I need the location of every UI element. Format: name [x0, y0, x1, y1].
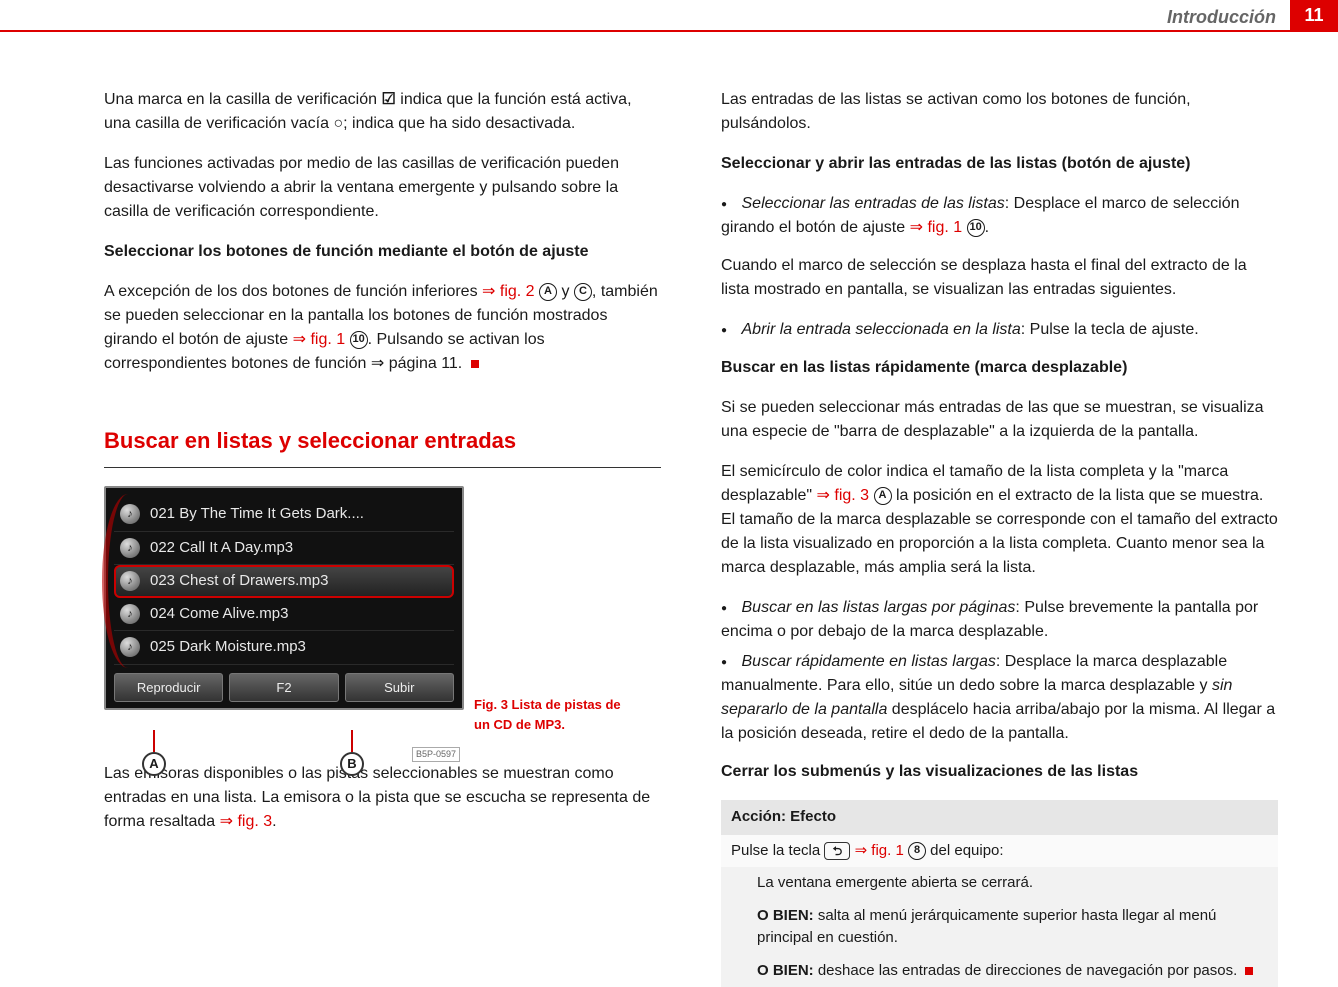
callout-circle-b: B [340, 752, 364, 776]
figure-code: B5P-0597 [412, 747, 460, 763]
page-content: Una marca en la casilla de verificación … [0, 32, 1338, 987]
ref-fig3: ⇒ fig. 3 [817, 487, 870, 504]
header-title: Introducción [1167, 0, 1290, 31]
text: : Pulse la tecla de ajuste. [1021, 321, 1199, 338]
device-screenshot: ♪ 021 By The Time It Gets Dark.... ♪ 022 C… [104, 486, 464, 710]
callout-a: A [142, 730, 166, 776]
track-row: ♪ 022 Call It A Day.mp3 [114, 532, 454, 566]
track-row: ♪ 024 Come Alive.mp3 [114, 598, 454, 632]
para-checkbox-explain: Una marca en la casilla de verificación … [104, 88, 661, 136]
f2-button: F2 [229, 673, 338, 703]
text: . [272, 813, 276, 830]
para-scroll-end: Cuando el marco de selección se desplaza… [721, 254, 1278, 302]
play-button: Reproducir [114, 673, 223, 703]
table-row-sub: La ventana emergente abierta se cerrará. [721, 867, 1278, 900]
note-icon: ♪ [120, 504, 140, 524]
track-list: ♪ 021 By The Time It Gets Dark.... ♪ 022 C… [114, 498, 454, 665]
text: Abrir la entrada seleccionada en la list… [742, 321, 1021, 338]
ref-fig2: ⇒ fig. 2 [482, 283, 535, 300]
page-header: Introducción 11 [0, 0, 1338, 32]
list-item: Abrir la entrada seleccionada en la list… [721, 318, 1278, 342]
label-a-icon: A [539, 283, 557, 301]
text: Pulse la tecla [731, 842, 824, 859]
ref-fig1: ⇒ fig. 1 [293, 331, 346, 348]
text: Una marca en la casilla de verificación [104, 91, 381, 108]
table-row-sub: O BIEN: deshace las entradas de direccio… [721, 955, 1278, 987]
subhead-select-open: Seleccionar y abrir las entradas de las … [721, 152, 1278, 176]
note-icon: ♪ [120, 604, 140, 624]
track-name: 025 Dark Moisture.mp3 [150, 636, 306, 659]
track-row-selected: ♪ 023 Chest of Drawers.mp3 [114, 565, 454, 598]
subhead-fast-search: Buscar en las listas rápidamente (marca … [721, 356, 1278, 380]
device-button-row: Reproducir F2 Subir [114, 673, 454, 703]
list-item: Buscar rápidamente en listas largas: Des… [721, 650, 1278, 746]
text: A excepción de los dos botones de funció… [104, 283, 482, 300]
track-name: 024 Come Alive.mp3 [150, 603, 288, 626]
text: Las emisoras disponibles o las pistas se… [104, 765, 650, 830]
para-activate-entries: Las entradas de las listas se activan co… [721, 88, 1278, 136]
text: . [985, 219, 989, 236]
text: O BIEN: [757, 962, 814, 979]
subhead-select-buttons: Seleccionar los botones de función media… [104, 240, 661, 264]
back-key-icon: ⮌ [824, 842, 850, 860]
right-column: Las entradas de las listas se activan co… [721, 88, 1278, 987]
callout-b: B [340, 730, 364, 776]
label-10-icon: 10 [350, 331, 368, 349]
ref-fig3: ⇒ fig. 3 [220, 813, 273, 830]
ref-fig1: ⇒ fig. 1 [910, 219, 963, 236]
track-row: ♪ 021 By The Time It Gets Dark.... [114, 498, 454, 532]
subhead-close-submenus: Cerrar los submenús y las visualizacione… [721, 760, 1278, 784]
text: Seleccionar las entradas de las listas [742, 195, 1005, 212]
text: deshace las entradas de direcciones de n… [814, 962, 1238, 979]
figure-caption: Fig. 3 Lista de pistas de un CD de MP3. [474, 695, 624, 744]
up-button: Subir [345, 673, 454, 703]
table-row-main: Pulse la tecla ⮌ ⇒ fig. 1 8 del equipo: [721, 835, 1278, 868]
para-deactivate: Las funciones activadas por medio de las… [104, 152, 661, 224]
text: ; indica que ha sido desactivada. [343, 115, 575, 132]
label-10-icon: 10 [967, 219, 985, 237]
figure-3: ♪ 021 By The Time It Gets Dark.... ♪ 022 C… [104, 486, 661, 744]
track-row: ♪ 025 Dark Moisture.mp3 [114, 631, 454, 665]
track-name: 022 Call It A Day.mp3 [150, 537, 293, 560]
page-number: 11 [1290, 0, 1338, 30]
text: Buscar rápidamente en listas largas [742, 653, 996, 670]
checked-icon: ☑ [381, 91, 395, 108]
track-name: 023 Chest of Drawers.mp3 [150, 570, 328, 593]
figure-outer: ♪ 021 By The Time It Gets Dark.... ♪ 022 C… [104, 486, 464, 744]
bullet-list-1: Seleccionar las entradas de las listas: … [721, 192, 1278, 240]
para-select-buttons: A excepción de los dos botones de funció… [104, 280, 661, 376]
label-8-icon: 8 [908, 842, 926, 860]
bullet-list-3: Buscar en las listas largas por páginas:… [721, 596, 1278, 746]
left-column: Una marca en la casilla de verificación … [104, 88, 661, 987]
para-list-explain: Las emisoras disponibles o las pistas se… [104, 762, 661, 834]
text: del equipo: [930, 842, 1003, 859]
table-row-sub: O BIEN: salta al menú jerárquicamente su… [721, 900, 1278, 955]
unchecked-icon: ○ [333, 115, 343, 132]
list-item: Seleccionar las entradas de las listas: … [721, 192, 1278, 240]
note-icon: ♪ [120, 538, 140, 558]
callout-line-icon [153, 730, 155, 752]
note-icon: ♪ [120, 571, 140, 591]
note-icon: ♪ [120, 637, 140, 657]
ref-fig1: ⇒ fig. 1 [855, 842, 904, 859]
callout-circle-a: A [142, 752, 166, 776]
section-divider [104, 467, 661, 468]
callout-line-icon [351, 730, 353, 752]
section-title: Buscar en listas y seleccionar entradas [104, 424, 661, 457]
end-marker-icon [1245, 967, 1253, 975]
label-c-icon: C [574, 283, 592, 301]
label-a-icon: A [874, 487, 892, 505]
list-item: Buscar en las listas largas por páginas:… [721, 596, 1278, 644]
para-semicircle: El semicírculo de color indica el tamaño… [721, 460, 1278, 580]
text: O BIEN: [757, 907, 814, 924]
text: Buscar en las listas largas por páginas [742, 599, 1016, 616]
table-header: Acción: Efecto [721, 800, 1278, 835]
text: salta al menú jerárquicamente superior h… [757, 907, 1216, 947]
end-marker-icon [471, 360, 479, 368]
text: y [557, 283, 574, 300]
track-name: 021 By The Time It Gets Dark.... [150, 503, 364, 526]
para-scrollbar: Si se pueden seleccionar más entradas de… [721, 396, 1278, 444]
action-effect-table: Acción: Efecto Pulse la tecla ⮌ ⇒ fig. 1… [721, 800, 1278, 987]
bullet-list-2: Abrir la entrada seleccionada en la list… [721, 318, 1278, 342]
